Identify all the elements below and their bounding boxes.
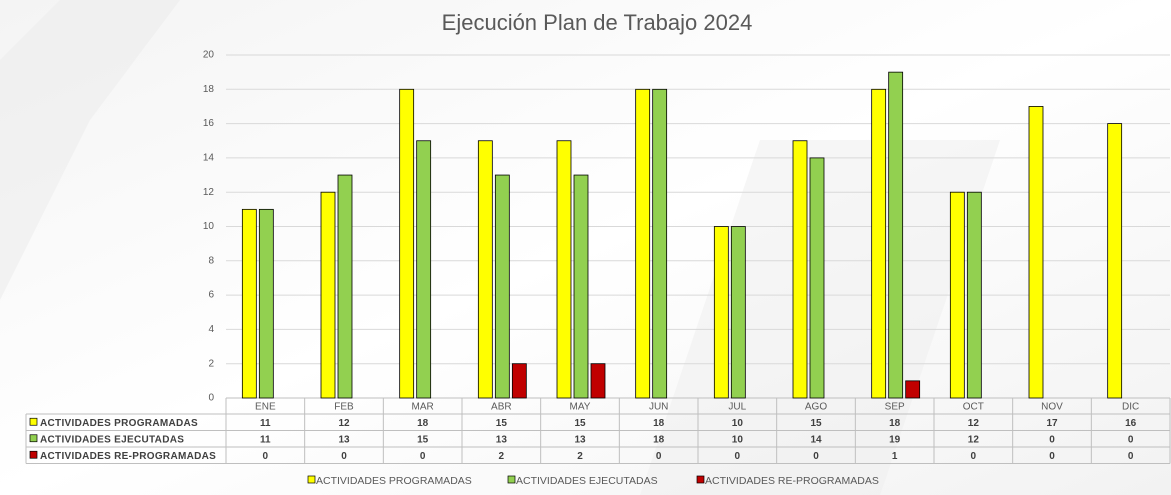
table-cell: 10 (732, 434, 744, 445)
bar (416, 140, 432, 399)
table-cell: 13 (496, 434, 508, 445)
legend-label: ACTIVIDADES RE-PROGRAMADAS (705, 475, 879, 487)
y-tick-label: 12 (203, 187, 215, 198)
bar (809, 157, 825, 399)
table-cell: 19 (889, 434, 901, 445)
y-tick-label: 14 (203, 153, 215, 164)
table-cell: 11 (260, 418, 271, 429)
table-cell: 11 (260, 434, 271, 445)
table-cell: 17 (1046, 418, 1058, 429)
bar (966, 191, 982, 399)
bar (258, 208, 274, 399)
bar (477, 140, 493, 399)
table-cell: 15 (810, 418, 822, 429)
table-cell: 12 (968, 418, 980, 429)
table-cell: 15 (496, 418, 508, 429)
x-tick-label: SEP (885, 402, 905, 413)
table-cell: 0 (1128, 434, 1134, 445)
bar (713, 226, 729, 399)
row-label: ACTIVIDADES EJECUTADAS (40, 434, 184, 445)
table-cell: 0 (971, 451, 977, 462)
bar (494, 174, 510, 399)
table-cell: 2 (577, 451, 583, 462)
bar (949, 191, 965, 399)
table-cell: 0 (420, 451, 426, 462)
bar (871, 88, 887, 399)
y-tick-label: 18 (203, 84, 215, 95)
table-cell: 13 (574, 434, 586, 445)
row-key (29, 450, 38, 459)
table-cell: 18 (653, 418, 665, 429)
table-cell: 1 (892, 451, 898, 462)
y-tick-label: 10 (203, 221, 215, 232)
y-tick-label: 0 (208, 393, 214, 404)
table-cell: 0 (263, 451, 269, 462)
table-cell: 12 (968, 434, 980, 445)
bar (905, 380, 921, 399)
table-cell: 0 (656, 451, 662, 462)
table-cell: 0 (1049, 434, 1055, 445)
table-cell: 13 (338, 434, 350, 445)
legend-label: ACTIVIDADES EJECUTADAS (516, 475, 658, 487)
bar (573, 174, 589, 399)
bar (320, 191, 336, 399)
x-tick-label: FEB (334, 402, 354, 413)
table-cell: 0 (1049, 451, 1055, 462)
table-cell: 18 (653, 434, 665, 445)
bar (635, 88, 651, 399)
table-cell: 10 (732, 418, 744, 429)
x-tick-label: ENE (255, 402, 276, 413)
x-tick-label: ABR (491, 402, 512, 413)
chart-title: Ejecución Plan de Trabajo 2024 (442, 10, 753, 35)
bar (241, 208, 257, 399)
row-key (29, 434, 38, 443)
table-cell: 0 (341, 451, 347, 462)
table-cell: 14 (810, 434, 822, 445)
x-tick-label: MAY (570, 402, 591, 413)
bar (652, 88, 668, 399)
table-cell: 2 (499, 451, 505, 462)
row-label: ACTIVIDADES RE-PROGRAMADAS (40, 451, 216, 462)
bar (888, 71, 904, 399)
table-cell: 18 (417, 418, 429, 429)
y-tick-label: 6 (208, 290, 214, 301)
y-tick-label: 4 (208, 324, 214, 335)
bar (1107, 123, 1123, 399)
bar (730, 226, 746, 399)
table-cell: 16 (1125, 418, 1137, 429)
bar (337, 174, 353, 399)
bar (399, 88, 415, 399)
x-tick-label: JUL (728, 402, 746, 413)
x-tick-label: AGO (805, 402, 827, 413)
bar (511, 363, 527, 399)
table-cell: 0 (735, 451, 741, 462)
y-tick-label: 2 (208, 358, 214, 369)
bar (556, 140, 572, 399)
legend-key (507, 475, 516, 484)
bar (792, 140, 808, 399)
table-cell: 18 (889, 418, 901, 429)
table-cell: 15 (417, 434, 429, 445)
table-cell: 15 (574, 418, 586, 429)
y-tick-label: 8 (208, 255, 214, 266)
table-cell: 0 (813, 451, 819, 462)
row-label: ACTIVIDADES PROGRAMADAS (40, 418, 198, 429)
row-key (29, 417, 38, 426)
x-tick-label: JUN (649, 402, 668, 413)
x-tick-label: NOV (1041, 402, 1063, 413)
legend-key (696, 475, 705, 484)
bar (590, 363, 606, 399)
table-cell: 12 (338, 418, 350, 429)
decor (0, 0, 180, 300)
y-tick-label: 20 (203, 50, 215, 61)
y-tick-label: 16 (203, 118, 215, 129)
x-tick-label: MAR (412, 402, 434, 413)
x-tick-label: OCT (963, 402, 984, 413)
x-tick-label: DIC (1122, 402, 1139, 413)
legend-key (307, 475, 316, 484)
bar (1028, 106, 1044, 399)
table-cell: 0 (1128, 451, 1134, 462)
legend-label: ACTIVIDADES PROGRAMADAS (316, 475, 472, 487)
